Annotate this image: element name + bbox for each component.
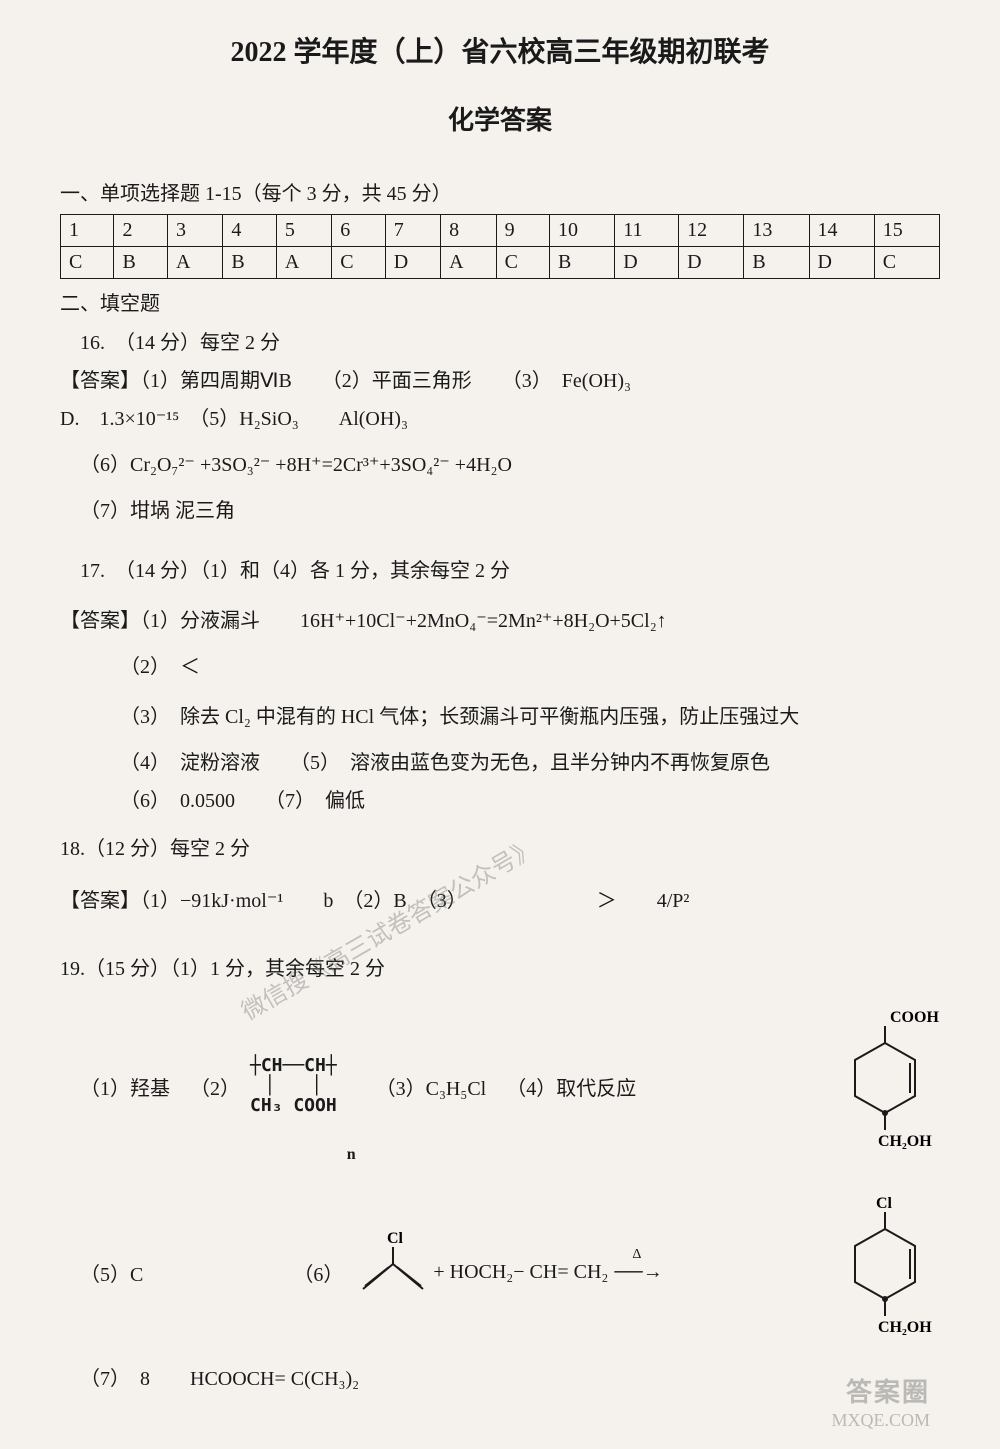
q19-p1: （1）羟基 bbox=[60, 1072, 170, 1101]
q17-p5: （5） 溶液由蓝色变为无色，且半分钟内不再恢复原色 bbox=[300, 752, 770, 774]
diene-structure: Cl bbox=[343, 1229, 433, 1315]
table-cell: 6 bbox=[332, 215, 385, 247]
table-cell: D bbox=[615, 247, 679, 279]
table-row-ans: C B A B A C D A C B D D B D C bbox=[61, 247, 940, 279]
table-cell: 11 bbox=[615, 215, 679, 247]
q17-p1a: （1）分液漏斗 bbox=[140, 610, 260, 632]
q16-lineD: D. 1.3×10⁻¹⁵ （5）H₂SiO₃ Al(OH)₃ bbox=[60, 400, 940, 438]
ring1-structure: COOH CH₂OH bbox=[830, 1008, 940, 1164]
section2-header: 二、填空题 bbox=[60, 287, 940, 316]
q18-p3b: ＞ 4/P² bbox=[597, 890, 690, 912]
arrow-group: Δ ──→ bbox=[614, 1261, 662, 1284]
q18-p2: （2）B bbox=[353, 890, 406, 912]
table-cell: 3 bbox=[167, 215, 222, 247]
struct-line1: ┼CH──CH┼ bbox=[250, 1056, 337, 1076]
ring2-structure: Cl CH₂OH bbox=[830, 1194, 940, 1350]
q17-p7: （7） 偏低 bbox=[275, 790, 365, 812]
q17-p3: （3） 除去 Cl₂ 中混有的 HCl 气体；长颈漏斗可平衡瓶内压强，防止压强过… bbox=[60, 698, 940, 736]
table-cell: C bbox=[61, 247, 114, 279]
q19-p3: （3）C₃H₅Cl bbox=[376, 1072, 487, 1101]
q19-row2: （5）C （6） Cl + HOCH₂− CH= CH₂ Δ ──→ Cl CH… bbox=[60, 1194, 940, 1350]
table-cell: 7 bbox=[385, 215, 440, 247]
cl-label: Cl bbox=[387, 1230, 404, 1247]
table-cell: A bbox=[167, 247, 222, 279]
table-cell: D bbox=[809, 247, 874, 279]
q19-p4: （4）取代反应 bbox=[506, 1072, 636, 1101]
table-cell: 1 bbox=[61, 215, 114, 247]
table-cell: C bbox=[332, 247, 385, 279]
table-cell: D bbox=[385, 247, 440, 279]
struct-line3: CH₃ COOH bbox=[250, 1096, 337, 1116]
q19-p5: （5）C bbox=[60, 1258, 143, 1287]
q16-p3: （3） Fe(OH)₃ bbox=[512, 370, 631, 392]
table-cell: D bbox=[679, 247, 744, 279]
table-cell: A bbox=[276, 247, 331, 279]
q16-p6: （6）Cr₂O₇²⁻ +3SO₃²⁻ +8H⁺=2Cr³⁺+3SO₄²⁻ +4H… bbox=[60, 446, 940, 484]
cooh-label: COOH bbox=[890, 1009, 939, 1026]
q16-p7: （7）坩埚 泥三角 bbox=[60, 492, 940, 530]
q18-line: 【答案】（1）−91kJ·mol⁻¹ b （2）B （3） ＞ 4/P² bbox=[60, 882, 940, 920]
delta-symbol: Δ bbox=[632, 1247, 641, 1263]
arrow-icon: ──→ bbox=[614, 1261, 662, 1283]
q19-title: 19.（15 分）（1）1 分，其余每空 2 分 bbox=[60, 950, 940, 988]
table-cell: B bbox=[550, 247, 615, 279]
struct-line2: │ │ bbox=[250, 1076, 337, 1096]
q19-p7: （7） 8 HCOOCH= C(CH₃)₂ bbox=[60, 1360, 940, 1398]
q17-p1b: 16H⁺+10Cl⁻+2MnO₄⁻=2Mn²⁺+8H₂O+5Cl₂↑ bbox=[300, 610, 667, 632]
q16-p2: （2）平面三角形 bbox=[332, 370, 472, 392]
table-row-nums: 1 2 3 4 5 6 7 8 9 10 11 12 13 14 15 bbox=[61, 215, 940, 247]
table-cell: C bbox=[496, 247, 549, 279]
watermark-brand: 答案圈 bbox=[846, 1372, 930, 1409]
ch2oh-label: CH₂OH bbox=[878, 1133, 932, 1150]
q19-plus: + HOCH₂− CH= CH₂ bbox=[433, 1261, 608, 1284]
q17-p6: （6） 0.0500 bbox=[120, 790, 235, 812]
q17-line67: （6） 0.0500 （7） 偏低 bbox=[60, 782, 940, 820]
ch2oh-label-2: CH₂OH bbox=[878, 1319, 932, 1336]
table-cell: 2 bbox=[114, 215, 167, 247]
table-cell: 10 bbox=[550, 215, 615, 247]
struct-n: n bbox=[347, 1146, 356, 1164]
table-cell: 4 bbox=[223, 215, 276, 247]
page-subtitle: 化学答案 bbox=[60, 100, 940, 137]
table-cell: A bbox=[441, 247, 496, 279]
q16-title: 16. （14 分）每空 2 分 bbox=[60, 324, 940, 362]
q17-title: 17. （14 分）（1）和（4）各 1 分，其余每空 2 分 bbox=[60, 552, 940, 590]
q17-line45: （4） 淀粉溶液 （5） 溶液由蓝色变为无色，且半分钟内不再恢复原色 bbox=[60, 744, 940, 782]
q19-struct2: ┼CH──CH┼ │ │ CH₃ COOH bbox=[250, 1056, 337, 1115]
table-cell: B bbox=[114, 247, 167, 279]
q19-p2: （2） bbox=[190, 1072, 240, 1101]
q19-p6: （6） bbox=[293, 1258, 343, 1287]
page-title: 2022 学年度（上）省六校高三年级期初联考 bbox=[60, 30, 940, 70]
table-cell: 9 bbox=[496, 215, 549, 247]
table-cell: B bbox=[744, 247, 809, 279]
watermark-url: MXQE.COM bbox=[831, 1410, 930, 1431]
table-cell: B bbox=[223, 247, 276, 279]
table-cell: 5 bbox=[276, 215, 331, 247]
q16-p1: （1）第四周期ⅥB bbox=[140, 370, 292, 392]
table-cell: C bbox=[874, 247, 939, 279]
q18-p1: （1）−91kJ·mol⁻¹ b bbox=[140, 890, 333, 912]
q17-p4: （4） 淀粉溶液 bbox=[120, 752, 260, 774]
q18-title: 18.（12 分）每空 2 分 bbox=[60, 830, 940, 868]
answer-label: 【答案】 bbox=[60, 890, 140, 912]
table-cell: 15 bbox=[874, 215, 939, 247]
cl-label-2: Cl bbox=[876, 1195, 893, 1212]
q18-p3: （3） bbox=[427, 890, 457, 912]
section1-header: 一、单项选择题 1-15（每个 3 分，共 45 分） bbox=[60, 177, 940, 206]
table-cell: 13 bbox=[744, 215, 809, 247]
q17-p2: （2） ＜ bbox=[60, 648, 940, 686]
mcq-answer-table: 1 2 3 4 5 6 7 8 9 10 11 12 13 14 15 C B … bbox=[60, 214, 940, 279]
q19-row1: （1）羟基 （2） ┼CH──CH┼ │ │ CH₃ COOH n （3）C₃H… bbox=[60, 1008, 940, 1164]
q17-line1: 【答案】（1）分液漏斗 16H⁺+10Cl⁻+2MnO₄⁻=2Mn²⁺+8H₂O… bbox=[60, 602, 940, 640]
q16-line1: 【答案】（1）第四周期ⅥB （2）平面三角形 （3） Fe(OH)₃ bbox=[60, 362, 940, 400]
answer-label: 【答案】 bbox=[60, 610, 140, 632]
table-cell: 14 bbox=[809, 215, 874, 247]
answer-label: 【答案】 bbox=[60, 370, 140, 392]
table-cell: 8 bbox=[441, 215, 496, 247]
table-cell: 12 bbox=[679, 215, 744, 247]
